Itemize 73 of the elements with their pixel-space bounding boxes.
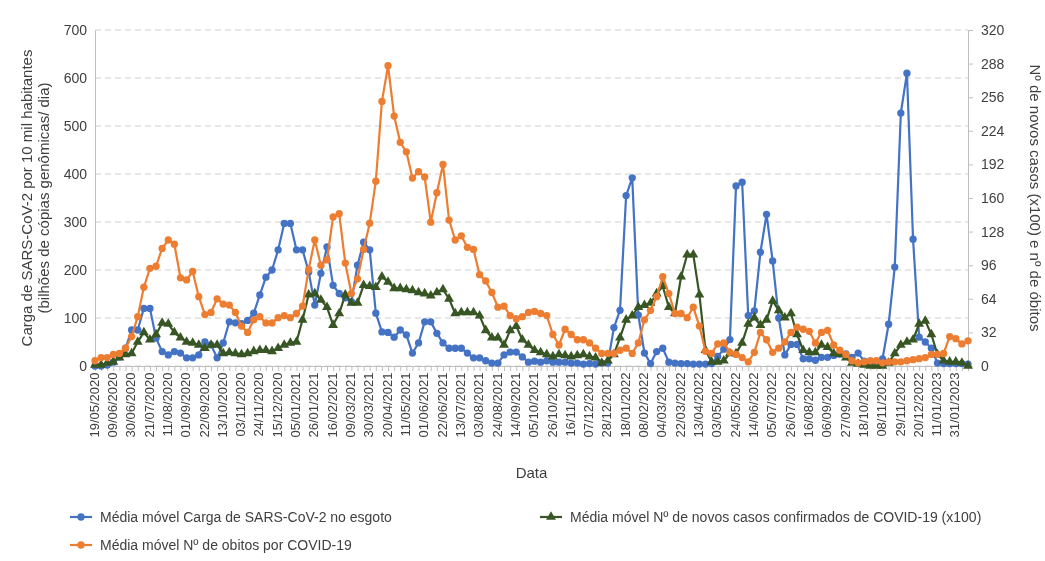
y-tick-label: 600	[63, 69, 88, 86]
x-tick-label: 01/06/2021	[416, 372, 432, 438]
x-tick-label: 05/10/2021	[526, 372, 542, 438]
x-tick-label: 07/12/2021	[581, 372, 597, 438]
y-tick-label: 300	[63, 213, 88, 230]
x-tick-label: 30/03/2021	[361, 372, 377, 438]
x-tick-label: 06/09/2022	[819, 372, 835, 438]
x-tick-label: 05/01/2021	[288, 372, 304, 438]
x-tick-label: 16/11/2021	[562, 372, 578, 437]
x-tick-label: 21/07/2020	[141, 372, 157, 438]
x-tick-label: 14/09/2021	[507, 372, 523, 438]
y2-tick-label: 32	[981, 324, 997, 341]
y2-tick-label: 160	[981, 189, 1005, 206]
x-tick-label: 28/12/2021	[599, 372, 615, 438]
y-tick-label: 400	[63, 165, 88, 182]
x-tick-label: 18/01/2022	[617, 372, 633, 438]
x-tick-label: 31/01/2023	[947, 372, 963, 438]
x-tick-label: 08/11/2022	[874, 372, 890, 437]
y-tick-label: 500	[63, 117, 88, 134]
x-tick-label: 14/06/2022	[745, 372, 761, 438]
y2-tick-label: 256	[981, 89, 1005, 106]
y-axis-title: Carga de SARS-CoV-2 por 10 mil habitantes (bilhões de cópias genômicas/ dia)	[17, 49, 52, 347]
y-tick-label: 200	[63, 261, 88, 278]
x-axis-title: Data	[515, 464, 548, 481]
x-tick-label: 26/07/2022	[782, 372, 798, 438]
x-tick-label: 09/03/2021	[343, 372, 359, 438]
x-tick-label: 11/01/2023	[929, 372, 945, 437]
x-tick-label: 22/09/2020	[196, 372, 212, 438]
x-tick-label: 19/05/2020	[86, 372, 102, 438]
y-tick-label: 100	[63, 309, 88, 326]
x-tick-label: 24/05/2022	[727, 372, 743, 438]
y-tick-label: 700	[63, 21, 88, 38]
x-tick-label: 30/06/2020	[123, 372, 139, 438]
x-tick-label: 22/03/2022	[672, 372, 688, 438]
x-tick-label: 13/10/2020	[214, 372, 230, 438]
x-tick-label: 20/04/2021	[379, 372, 395, 438]
x-tick-label: 24/08/2021	[489, 372, 505, 438]
x-tick-label: 16/08/2022	[800, 372, 816, 438]
x-tick-label: 20/12/2022	[910, 372, 926, 438]
x-tick-label: 03/05/2022	[709, 372, 725, 438]
y2-tick-label: 128	[981, 223, 1005, 240]
x-tick-label: 16/02/2021	[324, 372, 340, 438]
y2-tick-label: 224	[981, 122, 1005, 139]
y2-tick-label: 64	[981, 290, 997, 307]
x-tick-label: 24/11/2020	[251, 372, 267, 437]
x-tick-label: 01/09/2020	[178, 372, 194, 438]
x-tick-label: 29/11/2022	[892, 372, 908, 437]
x-tick-label: 22/06/2021	[434, 372, 450, 438]
x-tick-label: 11/08/2020	[159, 372, 175, 437]
x-tick-label: 15/12/2020	[269, 372, 285, 438]
y2-tick-label: 0	[981, 357, 989, 374]
x-tick-label: 03/08/2021	[471, 372, 487, 438]
x-tick-label: 03/11/2020	[233, 372, 249, 437]
x-tick-label: 11/05/2021	[398, 372, 413, 437]
y2-axis-title: Nº de novos casos (x100) e nº de óbitos	[1027, 64, 1044, 332]
x-tick-label: 04/03/2022	[654, 372, 670, 438]
x-tick-label: 18/10/2022	[855, 372, 871, 438]
y2-tick-label: 288	[981, 55, 1005, 72]
y2-tick-label: 96	[981, 257, 997, 274]
y2-tick-label: 192	[981, 156, 1005, 173]
x-tick-label: 27/09/2022	[837, 372, 853, 438]
y2-tick-label: 320	[981, 21, 1005, 38]
y-tick-label: 0	[79, 357, 88, 374]
x-tick-label: 13/07/2021	[452, 372, 468, 438]
x-tick-label: 26/01/2021	[306, 372, 322, 438]
legend-label: Média móvel Nº de obitos por COVID-19	[100, 537, 352, 553]
x-tick-label: 13/04/2022	[691, 372, 707, 438]
x-tick-label: 08/02/2022	[636, 372, 652, 438]
x-tick-label: 05/07/2022	[764, 372, 780, 438]
legend-label: Média móvel Carga de SARS-CoV-2 no esgoto	[100, 509, 393, 525]
x-tick-label: 09/06/2020	[104, 372, 120, 438]
x-tick-label: 26/10/2021	[544, 372, 560, 438]
legend-label: Média móvel Nº de novos casos confirmados de COVID-19 (x100)	[570, 509, 982, 525]
